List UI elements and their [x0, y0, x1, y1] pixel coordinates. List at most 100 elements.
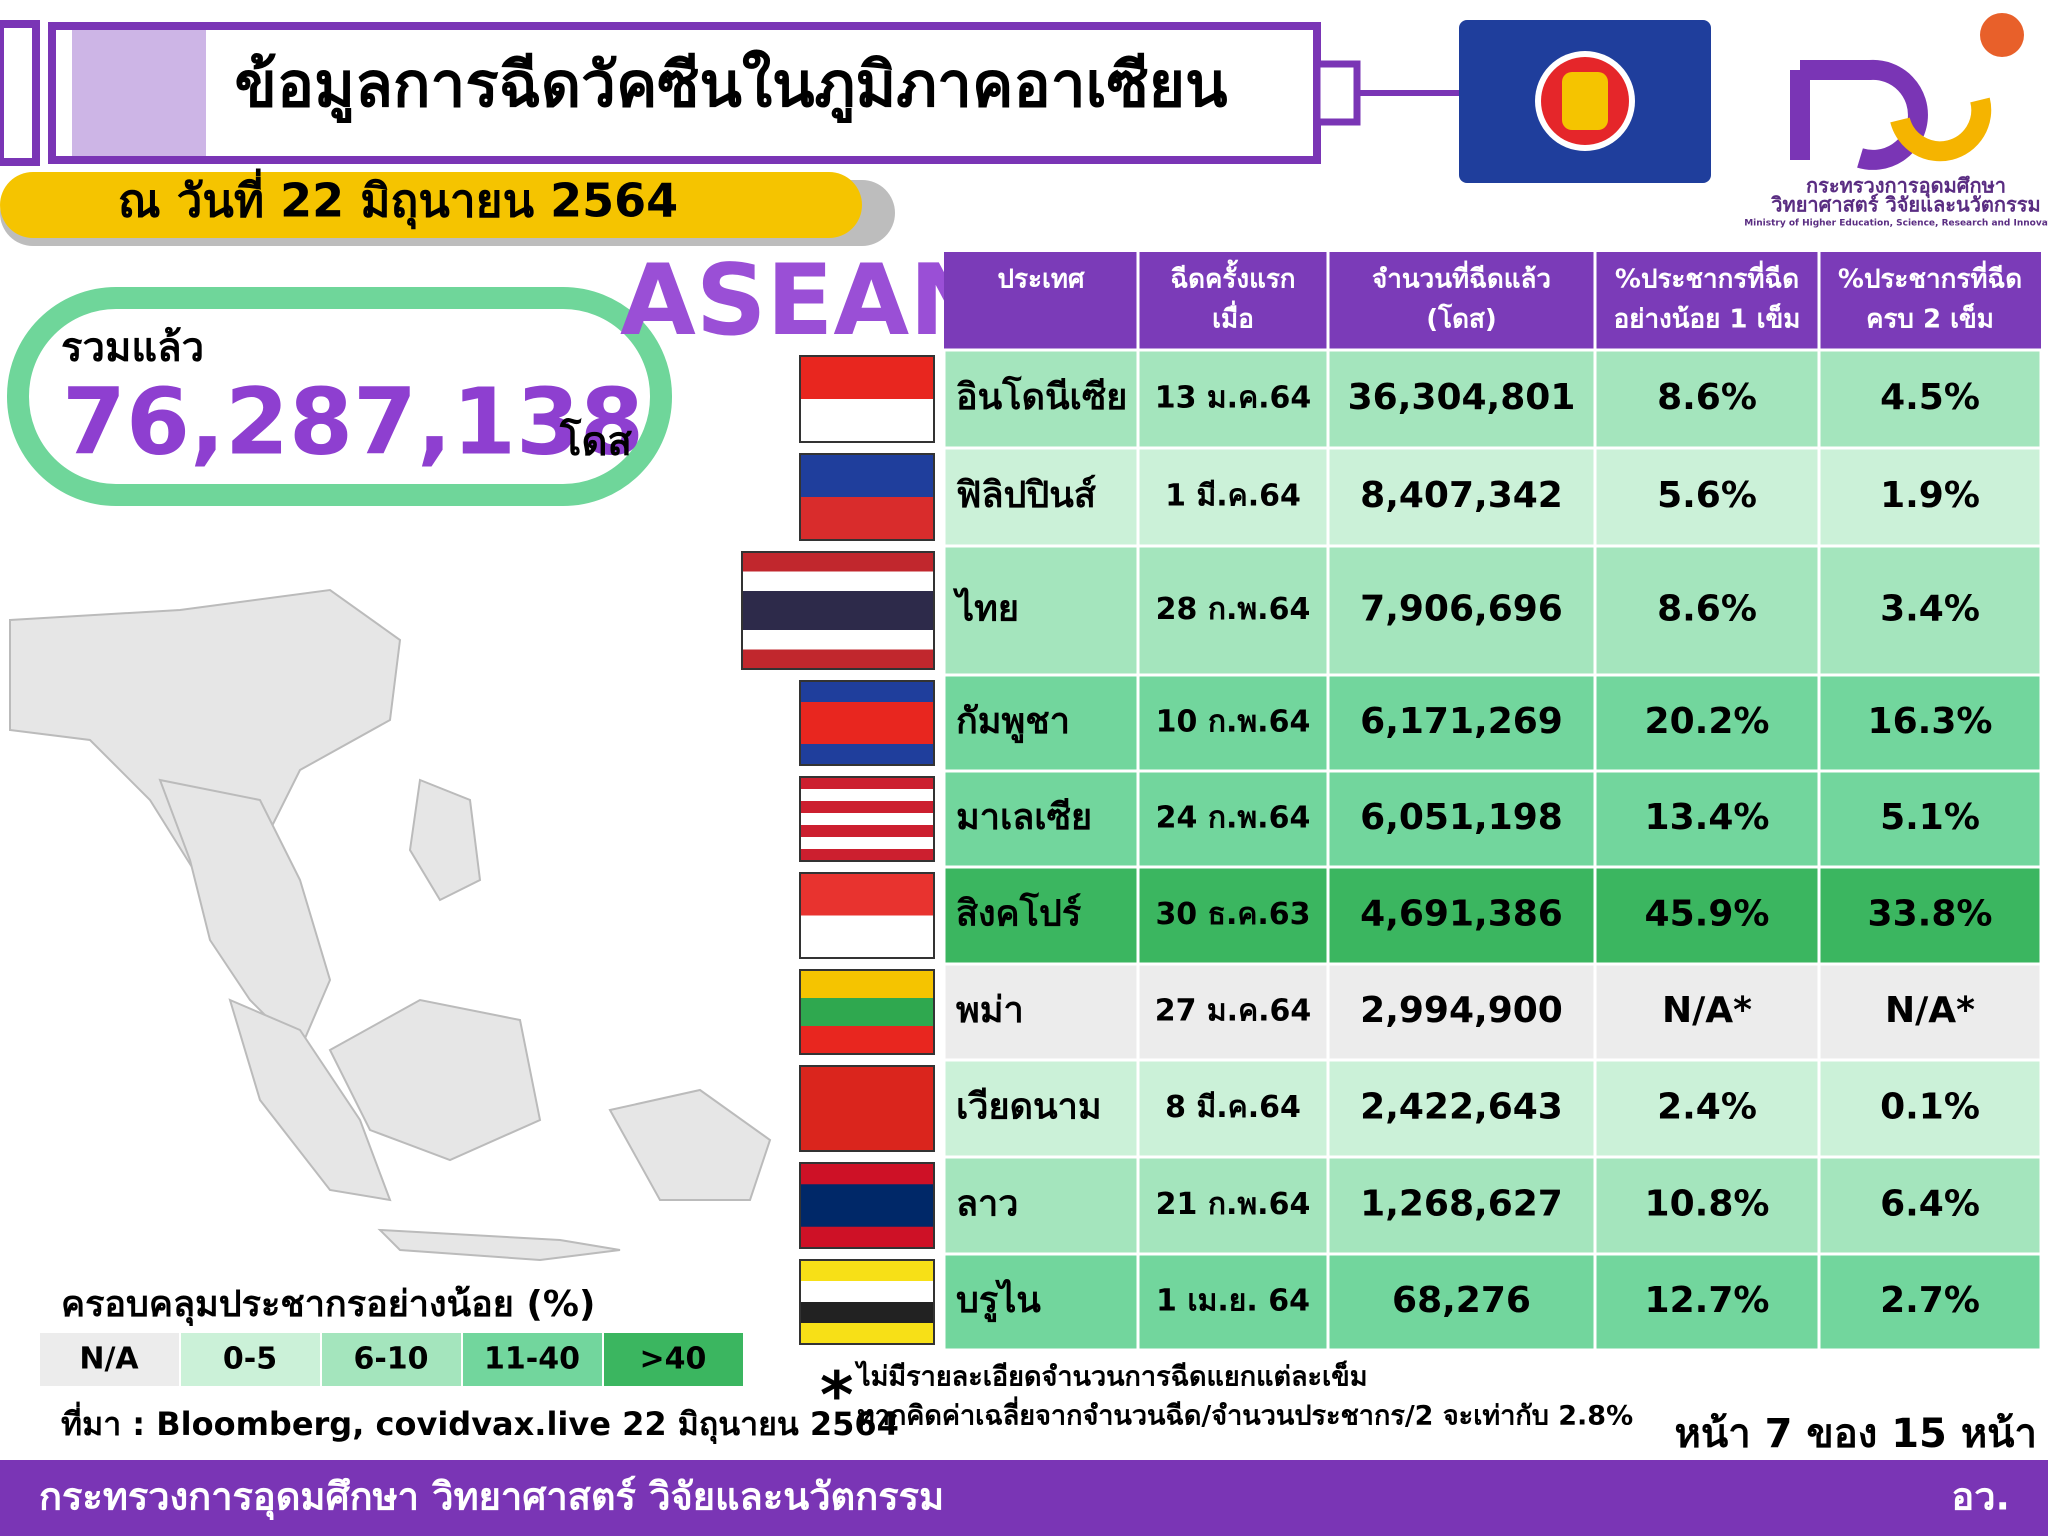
flag-border: [799, 969, 935, 1055]
table-cell: 2,422,643: [1360, 1087, 1563, 1128]
table-cell: 4.5%: [1880, 377, 1980, 418]
flag-stripe: [800, 837, 934, 850]
legend-label: >40: [640, 1342, 707, 1377]
table-cell: 2.4%: [1657, 1087, 1757, 1128]
flag-stripe: [800, 744, 934, 766]
syringe-fill: [72, 30, 206, 156]
flag-border: [799, 1162, 935, 1249]
country: พม่า: [956, 990, 1024, 1031]
date-bar: [0, 172, 862, 238]
logo-mark-2: [1890, 97, 1992, 162]
flag: [799, 1065, 935, 1152]
flag-stripe: [800, 777, 934, 790]
table-cell: N/A*: [1662, 990, 1752, 1031]
footer-right: อว.: [1951, 1475, 2010, 1519]
source: ที่มา : Bloomberg, covidvax.live 22 มิถุ…: [61, 1401, 899, 1445]
flag-stripe: [800, 681, 934, 703]
flag-stripe: [800, 915, 934, 959]
country: ลาว: [956, 1184, 1019, 1225]
table-cell: 36,304,801: [1348, 377, 1576, 418]
country: มาเลเซีย: [956, 797, 1092, 838]
total-box: [7, 287, 672, 506]
table-header: ฉีดครั้งแรก: [1170, 259, 1295, 295]
flag: [799, 872, 935, 959]
flag-stripe: [800, 970, 934, 999]
country: ฟิลิปปินส์: [956, 474, 1096, 516]
flag-stripe: [800, 1281, 934, 1303]
flag-stripe: [800, 849, 934, 862]
flag-stripe: [742, 571, 934, 592]
table-header: อย่างน้อย 1 เข็ม: [1614, 303, 1801, 335]
page-number: หน้า 7 ของ 15 หน้า: [1675, 1411, 2037, 1457]
table-row: [942, 1155, 2043, 1256]
table-cell: 2.7%: [1880, 1280, 1980, 1321]
table-cell: 4,691,386: [1360, 894, 1563, 935]
table-cell: 1.9%: [1880, 475, 1980, 516]
table-cell: 45.9%: [1645, 894, 1770, 935]
flag-stripe: [800, 1226, 934, 1249]
flag: [799, 355, 935, 443]
flag-stripe: [800, 1163, 934, 1185]
table-cell: 28 ก.พ.64: [1156, 592, 1311, 627]
syringe-body: [48, 22, 1321, 164]
table-row: [942, 1252, 2043, 1352]
flag-stripe: [800, 723, 934, 745]
table-header-bg: [944, 252, 2041, 350]
table-cell: 5.6%: [1657, 475, 1757, 516]
flag-border: [741, 551, 935, 670]
table-header: %ประชากรที่ฉีด: [1838, 260, 2022, 295]
total-value: 76,287,138: [62, 368, 644, 475]
table-cell: 8.6%: [1657, 377, 1757, 418]
total-label: รวมแล้ว: [61, 325, 204, 371]
table-cell: 0.1%: [1880, 1087, 1980, 1128]
table-cell: 6.4%: [1880, 1184, 1980, 1225]
country: กัมพูชา: [956, 701, 1070, 744]
legend-swatch: [320, 1331, 463, 1388]
table-header: %ประชากรที่ฉีด: [1615, 260, 1799, 295]
table-header: เมื่อ: [1212, 300, 1254, 335]
table-cell: 10 ก.พ.64: [1156, 705, 1311, 740]
flag-stripe: [800, 813, 934, 826]
flag-stripe: [800, 789, 934, 802]
table-cell: 30 ธ.ค.63: [1155, 897, 1310, 932]
flag-stripe: [800, 873, 934, 916]
legend-swatch: [602, 1331, 745, 1388]
table-header: (โดส): [1426, 303, 1496, 335]
table-cell: 8.6%: [1657, 589, 1757, 630]
flag-stripe: [800, 702, 934, 724]
flag: [799, 1162, 935, 1249]
table-cell: 1 มี.ค.64: [1165, 479, 1301, 514]
flag: [799, 776, 935, 862]
country: อินโดนีเซีย: [956, 375, 1127, 418]
logo-text: วิทยาศาสตร์ วิจัยและนวัตกรรม: [1771, 193, 2041, 217]
logo-atom: [1980, 13, 2024, 57]
flag: [799, 453, 935, 541]
flag-stripe: [800, 1026, 934, 1055]
flag-stripe: [800, 497, 934, 541]
table-header: จำนวนที่ฉีดแล้ว: [1372, 260, 1551, 295]
syringe-tip: [1313, 60, 1361, 126]
flag-stripe: [800, 399, 934, 443]
syringe-plunger: [0, 20, 40, 166]
flag-border: [799, 1259, 935, 1345]
table-cell: 8,407,342: [1360, 475, 1563, 516]
flag-stripe: [800, 801, 934, 814]
country: สิงคโปร์: [956, 892, 1082, 935]
table-row: [942, 446, 2043, 548]
flag-stripe: [742, 649, 934, 670]
total-unit: โดส: [559, 418, 632, 465]
table-header: ประเทศ: [998, 265, 1085, 295]
table-row: [942, 865, 2043, 966]
country: ไทย: [952, 587, 1019, 630]
table-row: [942, 962, 2043, 1062]
table-cell: 1 เม.ย. 64: [1156, 1284, 1310, 1319]
flag-border: [799, 680, 935, 766]
map: [9, 588, 772, 1262]
region: ASEAN: [620, 244, 991, 358]
table-cell: 5.1%: [1880, 797, 1980, 838]
table-cell: 3.4%: [1880, 589, 1980, 630]
legend-swatch: [179, 1331, 322, 1388]
flag-stripe: [742, 552, 934, 572]
